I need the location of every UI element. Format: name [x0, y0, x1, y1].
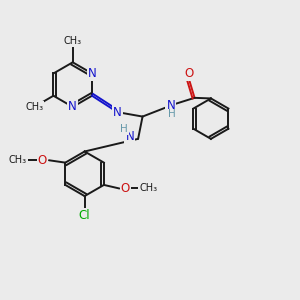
- Text: Cl: Cl: [79, 209, 90, 222]
- Text: CH₃: CH₃: [64, 36, 82, 46]
- Text: H: H: [120, 124, 128, 134]
- Text: O: O: [38, 154, 47, 167]
- Text: O: O: [121, 182, 130, 195]
- Text: CH₃: CH₃: [139, 184, 157, 194]
- Text: H: H: [167, 110, 175, 119]
- Text: CH₃: CH₃: [25, 102, 43, 112]
- Text: CH₃: CH₃: [9, 155, 27, 165]
- Text: N: N: [113, 106, 122, 118]
- Text: N: N: [68, 100, 77, 113]
- Text: N: N: [88, 67, 96, 80]
- Text: N: N: [125, 130, 134, 143]
- Text: N: N: [167, 99, 175, 112]
- Text: O: O: [184, 67, 193, 80]
